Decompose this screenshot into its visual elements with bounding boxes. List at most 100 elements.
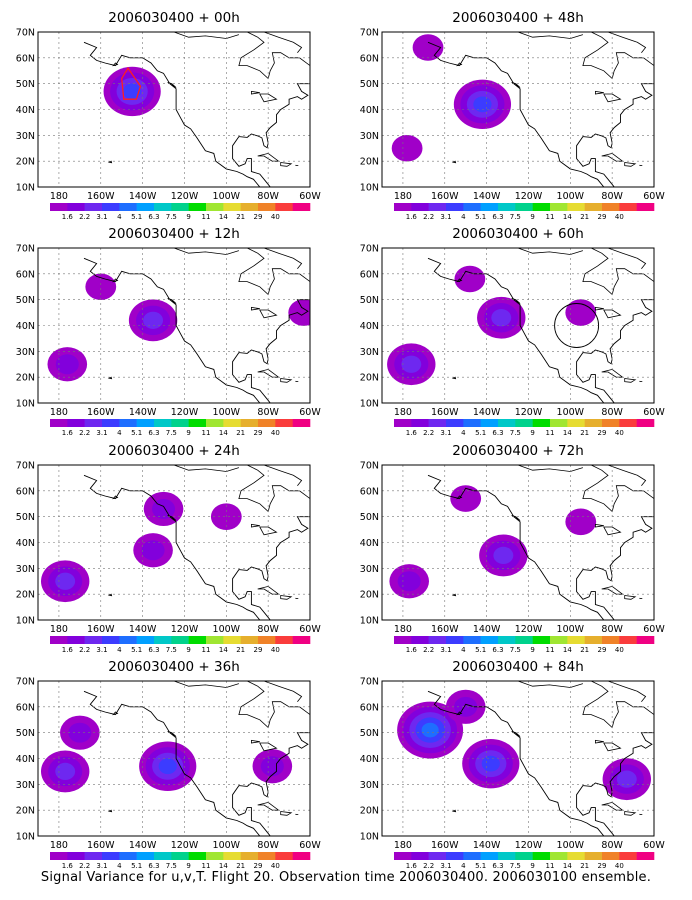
colorbar-label: 40 xyxy=(271,213,280,221)
map-frame xyxy=(37,680,311,837)
coastline xyxy=(167,515,177,521)
coastline xyxy=(167,298,177,304)
lon-tick-label: 180 xyxy=(394,407,412,418)
variance-contour xyxy=(55,572,76,590)
colorbar-label: 40 xyxy=(615,646,624,654)
colorbar-label: 6.3 xyxy=(148,429,159,437)
colorbar-swatch xyxy=(258,203,276,211)
coastline xyxy=(582,681,654,729)
colorbar-swatch xyxy=(567,852,585,860)
lat-tick-label: 20N xyxy=(360,157,379,168)
colorbar-label: 14 xyxy=(563,429,572,437)
colorbar-label: 6.3 xyxy=(148,862,159,870)
lon-tick-label: 140W xyxy=(473,191,501,202)
colorbar-swatch xyxy=(463,636,481,644)
colorbar-swatch xyxy=(258,636,276,644)
colorbar-label: 3.1 xyxy=(96,646,107,654)
lat-tick-label: 30N xyxy=(360,347,379,358)
variance-contour xyxy=(55,354,79,375)
colorbar-swatch xyxy=(446,419,464,427)
colorbar-swatch xyxy=(619,636,637,644)
colorbar-swatch xyxy=(171,203,189,211)
colorbar-swatch xyxy=(498,203,516,211)
lat-tick-label: 70N xyxy=(16,461,35,472)
colorbar-label: 11 xyxy=(546,429,555,437)
coastline xyxy=(263,32,303,53)
coastline xyxy=(167,731,177,737)
colorbar-label: 14 xyxy=(563,862,572,870)
colorbar-label: 21 xyxy=(236,862,245,870)
lon-tick-label: 80W xyxy=(601,624,623,635)
coastline xyxy=(456,62,463,67)
lat-tick-label: 40N xyxy=(16,321,35,332)
colorbar-swatch xyxy=(188,852,207,860)
colorbar-label: 9 xyxy=(186,862,190,870)
lon-tick-label: 120W xyxy=(171,191,199,202)
colorbar-swatch xyxy=(67,419,85,427)
variance-contour xyxy=(493,546,514,565)
lat-tick-label: 30N xyxy=(360,780,379,791)
colorbar-label: 9 xyxy=(530,429,534,437)
colorbar-label: 4 xyxy=(461,429,466,437)
colorbar-swatch xyxy=(84,852,103,860)
coastline xyxy=(517,248,584,255)
coastline xyxy=(607,465,647,486)
lon-tick-label: 100W xyxy=(557,191,585,202)
colorbar-label: 40 xyxy=(271,646,280,654)
colorbar-label: 11 xyxy=(546,862,555,870)
lat-tick-label: 10N xyxy=(16,399,35,410)
panel-title: 2006030400 + 36h xyxy=(108,659,240,675)
lat-tick-label: 60N xyxy=(16,702,35,713)
colorbar-swatch xyxy=(67,636,85,644)
colorbar-swatch xyxy=(102,852,120,860)
variance-contour xyxy=(454,265,486,293)
colorbar-swatch xyxy=(292,419,311,427)
lat-tick-label: 30N xyxy=(16,780,35,791)
lon-tick-label: 160W xyxy=(431,624,459,635)
colorbar-swatch xyxy=(480,636,499,644)
colorbar-label: 14 xyxy=(563,646,572,654)
colorbar-label: 21 xyxy=(236,213,245,221)
colorbar-label: 2.2 xyxy=(79,646,90,654)
lon-tick-label: 100W xyxy=(213,624,241,635)
coastline xyxy=(603,526,622,536)
lat-tick-label: 20N xyxy=(16,373,35,384)
map-panel: 2006030400 + 72h 10N 20N 30N 40N 50N 60N 70N 180… xyxy=(360,443,666,654)
coastline xyxy=(83,257,310,403)
lon-tick-label: 140W xyxy=(473,407,501,418)
lon-tick-label: 60W xyxy=(299,191,321,202)
lat-tick-label: 60N xyxy=(360,53,379,64)
lon-tick-label: 140W xyxy=(129,407,157,418)
lat-tick-label: 50N xyxy=(16,295,35,306)
panel-title: 2006030400 + 00h xyxy=(108,10,240,26)
coastline xyxy=(517,681,584,688)
colorbar-swatch xyxy=(636,419,655,427)
coastline xyxy=(257,368,280,378)
coastline xyxy=(107,160,113,164)
coastline xyxy=(601,368,624,378)
colorbar-label: 7.5 xyxy=(510,213,521,221)
map-panel: 2006030400 + 60h 10N 20N 30N 40N 50N 60N 70N 180… xyxy=(360,226,666,437)
colorbar-swatch xyxy=(136,203,155,211)
coastline xyxy=(83,690,310,836)
colorbar-swatch xyxy=(136,852,155,860)
colorbar-label: 29 xyxy=(254,646,263,654)
colorbar-label: 4 xyxy=(117,429,122,437)
coastline xyxy=(251,739,260,744)
lat-tick-label: 20N xyxy=(360,590,379,601)
colorbar-swatch xyxy=(102,636,120,644)
lat-tick-label: 10N xyxy=(360,399,379,410)
colorbar-swatch xyxy=(619,419,637,427)
colorbar-label: 1.6 xyxy=(406,429,418,437)
observation-track-outline xyxy=(121,66,142,100)
colorbar-swatch xyxy=(119,852,137,860)
colorbar-swatch xyxy=(411,419,429,427)
colorbar-swatch xyxy=(275,203,293,211)
variance-contour xyxy=(123,83,142,100)
colorbar-swatch xyxy=(223,419,241,427)
colorbar-label: 11 xyxy=(202,213,211,221)
colorbar-swatch xyxy=(394,203,412,211)
colorbar-swatch xyxy=(119,636,137,644)
coastline xyxy=(238,248,310,296)
variance-contour xyxy=(288,299,310,326)
